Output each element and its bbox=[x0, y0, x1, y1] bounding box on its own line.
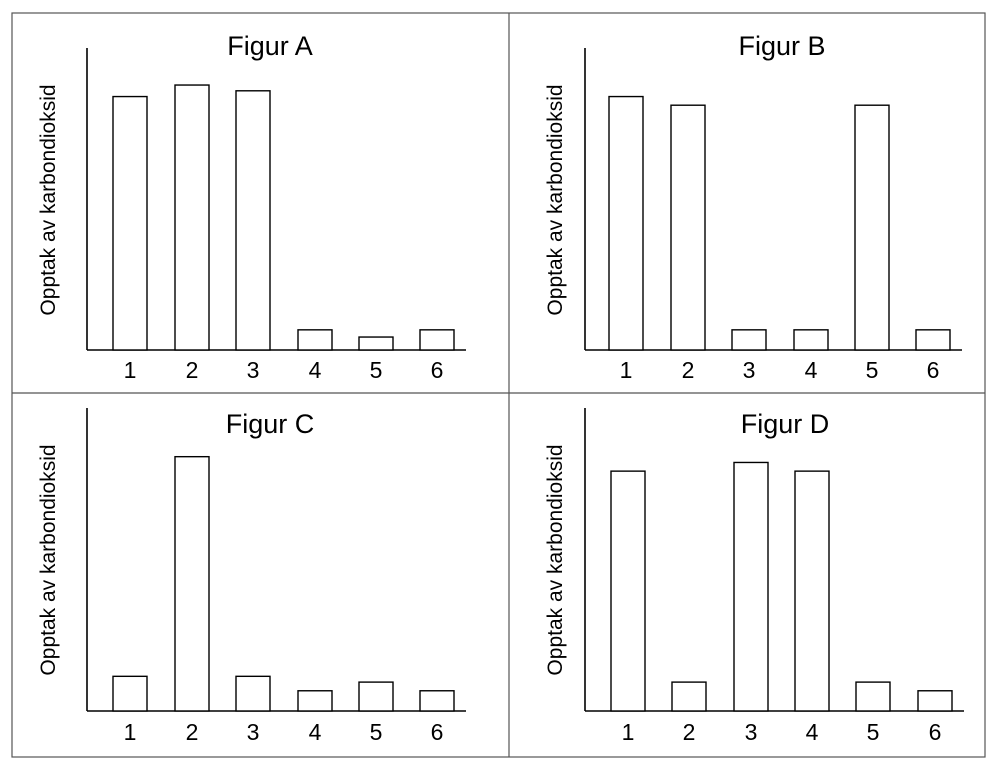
x-tick-label: 3 bbox=[247, 719, 260, 745]
bar-5 bbox=[855, 681, 891, 712]
bar-3 bbox=[731, 329, 767, 351]
bar-1 bbox=[608, 95, 644, 351]
x-tick-label: 1 bbox=[620, 357, 633, 383]
bar-5 bbox=[358, 336, 394, 351]
y-axis-label: Opptak av karbondioksid bbox=[544, 84, 567, 315]
bar-2 bbox=[671, 681, 707, 712]
x-tick-label: 4 bbox=[806, 719, 819, 745]
bar-3 bbox=[235, 675, 271, 712]
bar-4 bbox=[297, 690, 333, 712]
bar-2 bbox=[174, 455, 210, 712]
bar-6 bbox=[419, 329, 455, 351]
bar-4 bbox=[793, 329, 829, 351]
bar-6 bbox=[915, 329, 951, 351]
bar-1 bbox=[112, 675, 148, 712]
y-axis-label: Opptak av karbondioksid bbox=[544, 444, 567, 675]
x-tick-label: 2 bbox=[683, 719, 696, 745]
bar-5 bbox=[358, 681, 394, 712]
x-tick-label: 4 bbox=[309, 357, 322, 383]
x-tick-label: 3 bbox=[247, 357, 260, 383]
x-tick-label: 4 bbox=[309, 719, 322, 745]
x-tick-label: 5 bbox=[866, 357, 879, 383]
x-tick-label: 1 bbox=[622, 719, 635, 745]
panel-title: Figur D bbox=[741, 409, 830, 439]
x-tick-label: 4 bbox=[805, 357, 818, 383]
x-tick-label: 2 bbox=[186, 719, 199, 745]
panel-title: Figur A bbox=[227, 31, 313, 61]
y-axis-label: Opptak av karbondioksid bbox=[37, 84, 60, 315]
x-tick-label: 1 bbox=[124, 357, 137, 383]
x-tick-label: 6 bbox=[431, 719, 444, 745]
y-axis-label: Opptak av karbondioksid bbox=[37, 444, 60, 675]
bar-6 bbox=[419, 690, 455, 712]
panel-title: Figur C bbox=[226, 409, 315, 439]
x-tick-label: 5 bbox=[370, 357, 383, 383]
x-tick-label: 2 bbox=[186, 357, 199, 383]
bar-4 bbox=[794, 470, 830, 712]
panel-figur-c: Figur C Opptak av karbondioksid 1 2 3 4 5 6 bbox=[37, 408, 466, 745]
figure-frame bbox=[11, 12, 986, 758]
x-tick-label: 5 bbox=[370, 719, 383, 745]
bar-5 bbox=[854, 104, 890, 351]
x-tick-label: 1 bbox=[124, 719, 137, 745]
bar-1 bbox=[112, 95, 148, 351]
x-tick-label: 2 bbox=[682, 357, 695, 383]
bar-3 bbox=[235, 90, 271, 351]
x-tick-label: 6 bbox=[431, 357, 444, 383]
x-tick-label: 3 bbox=[743, 357, 756, 383]
bar-1 bbox=[610, 470, 646, 712]
x-tick-label: 5 bbox=[867, 719, 880, 745]
bar-2 bbox=[174, 84, 210, 351]
x-tick-label: 6 bbox=[927, 357, 940, 383]
panel-figur-d: Figur D Opptak av karbondioksid 1 2 3 4 5 6 bbox=[544, 408, 964, 745]
bar-6 bbox=[917, 690, 953, 712]
bar-4 bbox=[297, 329, 333, 351]
x-tick-label: 6 bbox=[929, 719, 942, 745]
panel-figur-b: Figur B Opptak av karbondioksid 1 2 3 4 5 6 bbox=[544, 31, 962, 383]
bar-3 bbox=[733, 461, 769, 712]
panel-figur-a: Figur A Opptak av karbondioksid 1 2 3 4 5 6 bbox=[37, 31, 466, 383]
bar-2 bbox=[670, 104, 706, 351]
panel-title: Figur B bbox=[738, 31, 825, 61]
x-tick-label: 3 bbox=[745, 719, 758, 745]
